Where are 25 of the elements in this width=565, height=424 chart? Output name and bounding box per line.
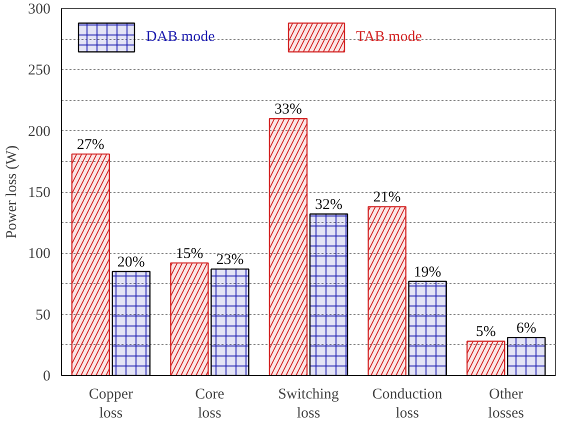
legend-label: TAB mode — [356, 28, 422, 46]
x-tick-label: Other losses — [488, 386, 524, 422]
x-tick-label: Switching loss — [278, 386, 340, 422]
annotation: 23% — [216, 252, 244, 268]
x-tick-label: Copper loss — [88, 386, 133, 422]
annotation: 5% — [476, 324, 496, 340]
annotation: 21% — [373, 190, 401, 206]
y-tick-label: 50 — [36, 307, 50, 324]
annotation: 6% — [516, 320, 536, 337]
annotation: 15% — [176, 246, 204, 262]
annotation: 32% — [315, 197, 343, 214]
x-tick-label: Core loss — [195, 386, 225, 422]
y-tick-label: 100 — [28, 246, 50, 262]
y-axis-title: Power loss (W) — [4, 145, 20, 239]
annotation: 27% — [76, 137, 104, 154]
y-tick-label: 300 — [28, 2, 50, 18]
y-tick-label: 0 — [43, 368, 50, 384]
annotation: 19% — [414, 264, 442, 280]
y-tick-label: 150 — [28, 185, 50, 201]
legend-label: DAB mode — [146, 28, 215, 46]
x-tick-label: Conduction loss — [372, 386, 443, 422]
y-tick-label: 200 — [28, 124, 50, 140]
y-tick-label: 250 — [28, 62, 50, 79]
annotation: 33% — [274, 102, 302, 118]
annotation: 20% — [117, 254, 145, 271]
